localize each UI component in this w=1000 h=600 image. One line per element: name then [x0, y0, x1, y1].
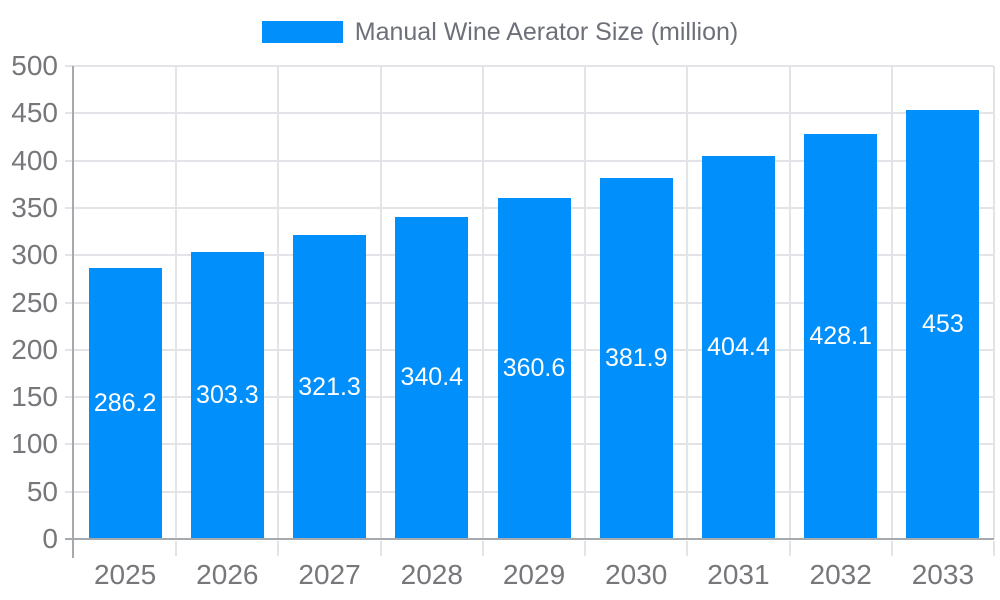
x-axis-label: 2027 — [298, 559, 361, 590]
x-axis-label: 2029 — [502, 559, 566, 590]
v-gridline — [481, 66, 484, 539]
y-axis-tick — [65, 490, 74, 493]
legend[interactable]: Manual Wine Aerator Size (million) — [0, 18, 1000, 46]
y-axis-label: 250 — [11, 286, 58, 318]
bar-value-label: 340.4 — [400, 363, 464, 392]
y-axis-tick — [65, 396, 74, 399]
bar-value-label: 381.9 — [604, 343, 668, 372]
v-gridline — [788, 66, 791, 539]
legend-label: Manual Wine Aerator Size (million) — [354, 17, 739, 46]
y-axis-label: 300 — [11, 239, 58, 271]
x-axis-label: 2025 — [93, 559, 157, 590]
h-gridline — [74, 112, 994, 115]
v-gridline — [890, 66, 893, 539]
y-axis-label: 200 — [11, 333, 58, 365]
y-axis-tick — [65, 348, 74, 351]
bar-value-label: 303.3 — [196, 381, 259, 410]
y-axis-tick — [65, 301, 74, 304]
bar-2033[interactable]: 453 — [906, 110, 980, 539]
x-axis-label: 2028 — [400, 559, 463, 590]
y-axis-label: 100 — [11, 428, 58, 460]
y-axis-label: 150 — [11, 381, 58, 413]
x-axis-tick — [686, 541, 689, 556]
plot-area: 286.2 303.3 321.3 340.4 360.6 381.9 404.4 428.1… — [65, 65, 995, 558]
bar-2027[interactable]: 321.3 — [293, 235, 367, 539]
x-axis-tick — [277, 541, 280, 556]
v-gridline — [686, 66, 689, 539]
x-axis-tick — [993, 541, 995, 556]
y-axis-label: 450 — [11, 97, 58, 129]
v-gridline — [379, 66, 382, 539]
x-axis-label: 2026 — [196, 559, 259, 590]
x-axis-tick — [379, 541, 382, 556]
bar-2031[interactable]: 404.4 — [701, 156, 775, 539]
bar-2032[interactable]: 428.1 — [804, 134, 878, 539]
x-axis-label: 2030 — [605, 559, 668, 590]
y-axis-line — [72, 66, 74, 558]
bar-value-label: 360.6 — [502, 353, 566, 382]
h-gridline — [74, 159, 994, 162]
y-axis-tick — [65, 206, 74, 209]
y-axis-tick — [65, 159, 74, 162]
bar-2029[interactable]: 360.6 — [497, 197, 571, 539]
x-axis-tick — [584, 541, 587, 556]
bar-value-label: 321.3 — [298, 372, 361, 401]
h-gridline — [74, 65, 994, 67]
x-axis-label: 2032 — [809, 559, 872, 590]
x-axis-label: 2031 — [707, 559, 770, 590]
y-axis-label: 0 — [42, 523, 58, 554]
x-axis-tick — [788, 541, 791, 556]
v-gridline — [175, 66, 178, 539]
y-axis-tick — [65, 112, 74, 115]
y-axis-tick — [65, 254, 74, 257]
x-axis-tick — [175, 541, 178, 556]
y-axis-label: 400 — [11, 144, 58, 176]
x-axis-line — [65, 538, 994, 540]
bar-value-label: 404.4 — [707, 333, 770, 362]
y-axis-tick — [65, 65, 74, 67]
x-axis-tick — [890, 541, 893, 556]
bar-value-label: 428.1 — [809, 322, 872, 351]
bar-2028[interactable]: 340.4 — [395, 216, 469, 539]
v-gridline — [277, 66, 280, 539]
v-gridline — [993, 66, 995, 539]
x-axis-label: 2033 — [911, 559, 975, 590]
bar-2025[interactable]: 286.2 — [88, 268, 162, 539]
y-axis-label: 500 — [11, 50, 58, 81]
y-axis-label: 350 — [11, 191, 58, 223]
x-axis-tick — [481, 541, 484, 556]
y-axis-tick — [65, 443, 74, 446]
bar-2030[interactable]: 381.9 — [599, 177, 673, 539]
legend-swatch-icon — [261, 21, 343, 43]
bar-value-label: 453 — [922, 310, 964, 339]
v-gridline — [584, 66, 587, 539]
bar-value-label: 286.2 — [93, 389, 157, 418]
bar-2026[interactable]: 303.3 — [190, 252, 264, 539]
y-axis-label: 50 — [26, 475, 58, 507]
